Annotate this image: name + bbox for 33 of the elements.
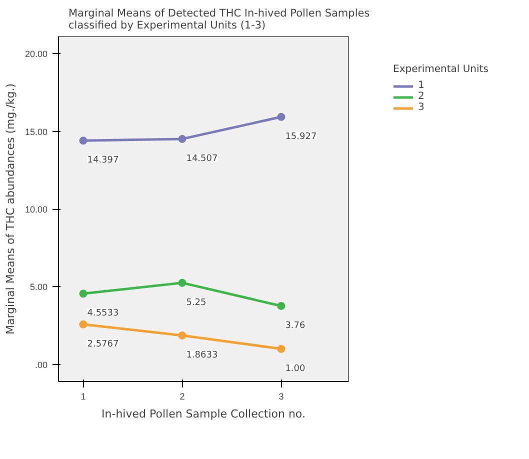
data-label: 3.76 <box>285 320 306 331</box>
point <box>277 344 286 353</box>
data-label: 14.507 <box>186 154 218 164</box>
legend-label: 1 <box>418 80 426 91</box>
data-label: 15.927 <box>285 132 317 142</box>
data-label: 2.5767 <box>87 339 119 350</box>
legend-label: 3 <box>418 102 426 113</box>
point <box>79 290 88 298</box>
x-axis-title: In-hived Pollen Sample Collection no. <box>102 408 306 420</box>
y-tick-label: 5.00 <box>30 282 48 292</box>
point <box>178 278 186 287</box>
data-label: 5.25 <box>186 298 206 308</box>
x-tick-label: 1 <box>80 392 86 402</box>
point <box>79 136 88 145</box>
point <box>178 134 186 143</box>
y-tick-label: 20.00 <box>24 49 48 60</box>
data-label: 4.5533 <box>87 308 119 319</box>
x-tick-label: 3 <box>278 392 284 402</box>
point <box>277 302 286 310</box>
data-label: 14.397 <box>87 156 119 166</box>
y-axis-title: Marginal Means of THC abundances (mg./kg.) <box>4 83 17 335</box>
y-tick-label: .00 <box>34 360 48 370</box>
point <box>79 320 88 328</box>
y-tick-label: 10.00 <box>24 204 48 214</box>
x-tick-label: 2 <box>180 392 185 402</box>
legend-title: Experimental Units <box>393 64 488 75</box>
y-tick-label: 15.00 <box>24 126 48 137</box>
data-label: 1.8633 <box>186 350 218 360</box>
point <box>178 331 186 340</box>
point <box>277 112 286 121</box>
chart-title: Marginal Means of Detected THC In-hived Pollen Samples classified by Experimental Units (1-3) <box>68 8 370 32</box>
legend-label: 2 <box>418 91 426 102</box>
data-label: 1.00 <box>285 364 306 374</box>
